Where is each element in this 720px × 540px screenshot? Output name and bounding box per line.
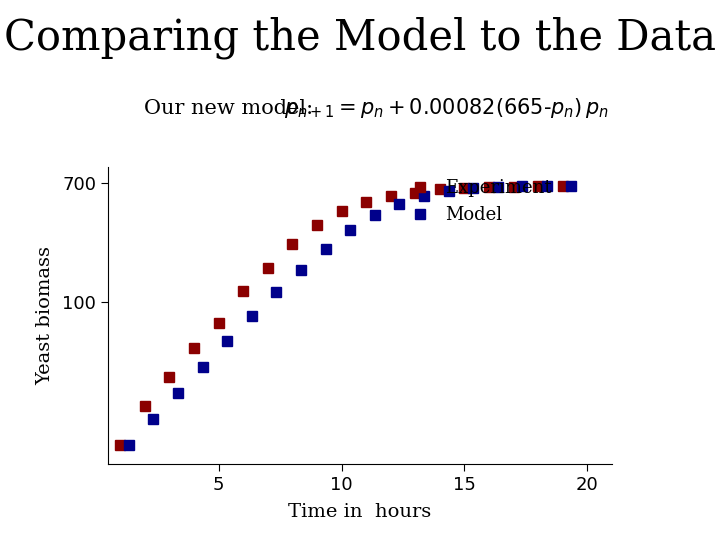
Experiment: [140, 402, 149, 409]
Experiment: [215, 319, 223, 326]
Model: [272, 289, 281, 295]
Text: Comparing the Model to the Data: Comparing the Model to the Data: [4, 16, 716, 59]
Experiment: [312, 222, 321, 228]
Experiment: [116, 442, 125, 448]
Experiment: [337, 208, 346, 214]
Experiment: [534, 183, 543, 190]
Model: [125, 442, 133, 448]
Y-axis label: Yeast biomass: Yeast biomass: [36, 246, 54, 386]
Model: [567, 183, 576, 189]
Model: [395, 200, 404, 207]
Model: [297, 266, 305, 273]
Experiment: [239, 288, 248, 294]
Experiment: [460, 185, 469, 191]
Experiment: [264, 265, 272, 271]
Model: [321, 246, 330, 252]
Model: [223, 338, 232, 345]
Model: [346, 227, 354, 234]
Model: [543, 183, 552, 190]
X-axis label: Time in  hours: Time in hours: [289, 503, 431, 521]
Experiment: [165, 374, 174, 381]
Model: [493, 184, 502, 190]
Experiment: [436, 186, 444, 193]
Model: [370, 212, 379, 219]
Line: Model: Model: [124, 181, 576, 450]
Legend: Experiment, Model: Experiment, Model: [410, 179, 552, 225]
Experiment: [559, 183, 567, 190]
Model: [518, 183, 526, 190]
Experiment: [387, 193, 395, 200]
Model: [248, 313, 256, 320]
Model: [198, 363, 207, 370]
Model: [174, 389, 182, 396]
Experiment: [190, 345, 199, 351]
Experiment: [362, 199, 371, 205]
Experiment: [485, 184, 493, 191]
Line: Experiment: Experiment: [115, 181, 567, 450]
Experiment: [411, 190, 420, 196]
Model: [149, 416, 158, 422]
Text: Our new model:: Our new model:: [144, 98, 326, 118]
Model: [469, 185, 477, 192]
Model: [420, 193, 428, 199]
Text: $\mathit{p}_{n+1} = \mathit{p}_n + 0.00082(665\text{-}\mathit{p}_n)\,\mathit{p}_: $\mathit{p}_{n+1} = \mathit{p}_n + 0.000…: [284, 96, 609, 120]
Experiment: [509, 184, 518, 190]
Experiment: [288, 241, 297, 247]
Model: [444, 188, 453, 194]
